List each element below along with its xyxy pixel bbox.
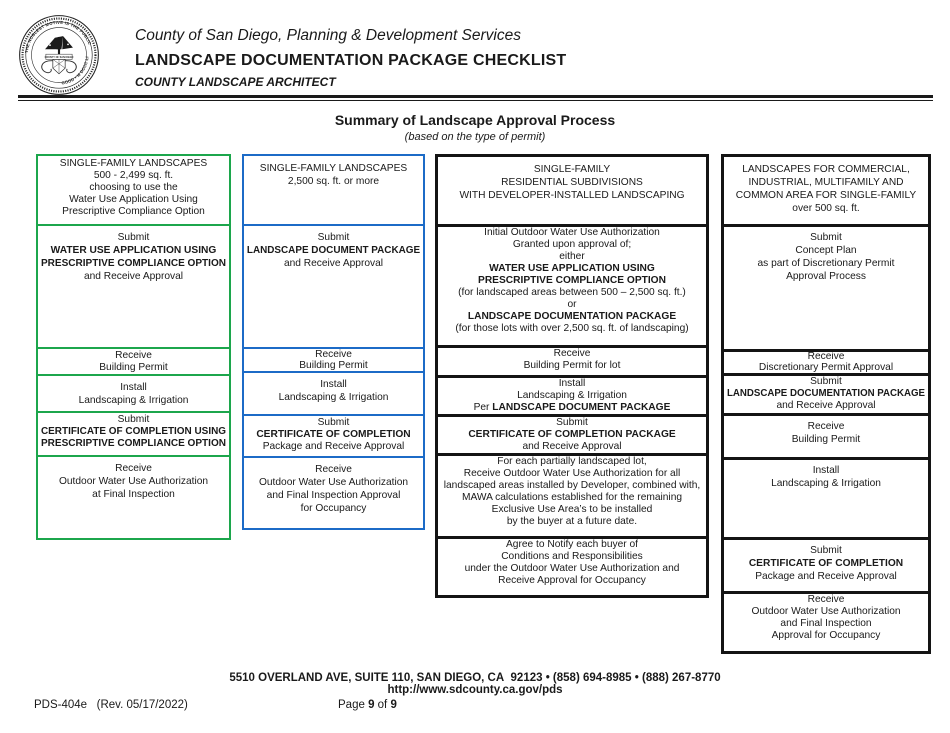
svg-text:COUNTY OF SAN DIEGO: COUNTY OF SAN DIEGO [45,56,74,59]
